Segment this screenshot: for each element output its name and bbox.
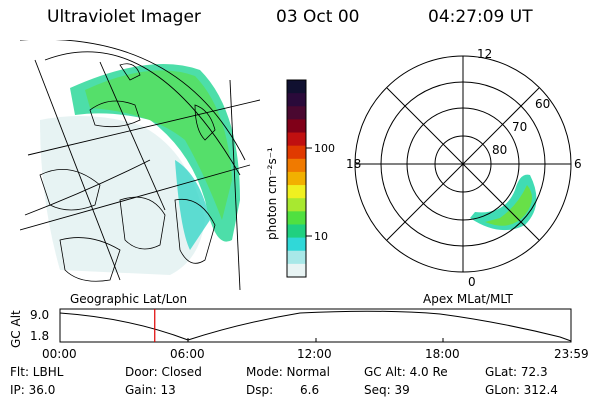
door-status: Door: Closed xyxy=(125,365,202,379)
colorbar-segment xyxy=(287,119,306,134)
gc-alt-status: GC Alt: 4.0 Re xyxy=(364,365,448,379)
colorbar-tick-10: 10 xyxy=(314,230,328,243)
polar-panel-label: Apex MLat/MLT xyxy=(423,292,513,306)
mlat-label-70: 70 xyxy=(512,120,527,134)
altitude-curve xyxy=(59,310,572,342)
geo-panel-label: Geographic Lat/Lon xyxy=(70,292,187,306)
colorbar-segment xyxy=(287,171,306,186)
colorbar xyxy=(286,79,307,278)
time-label: 04:27:09 UT xyxy=(428,7,533,27)
gain-status: Gain: 13 xyxy=(125,383,176,397)
colorbar-frame xyxy=(286,79,307,278)
colorbar-segment xyxy=(287,106,306,120)
altitude-ytick-min: 1.8 xyxy=(30,329,50,343)
mlt-label-18: 18 xyxy=(346,157,361,171)
colorbar-segment xyxy=(287,145,306,160)
instrument-title: Ultraviolet Imager xyxy=(47,7,201,27)
altitude-xtick-1: 06:00 xyxy=(170,347,205,361)
date-label: 03 Oct 00 xyxy=(276,7,360,27)
altitude-ytick-max: 9.0 xyxy=(30,308,50,322)
mlat-label-60: 60 xyxy=(535,97,550,111)
glat-status: GLat: 72.3 xyxy=(485,365,548,379)
colorbar-segment xyxy=(287,250,306,265)
altitude-xtick-2: 12:00 xyxy=(297,347,332,361)
filter-status: Flt: LBHL xyxy=(10,365,64,379)
colorbar-segment xyxy=(287,132,306,147)
colorbar-tick-100: 100 xyxy=(314,142,335,155)
polar-plot: 12 18 6 0 60 70 80 xyxy=(346,47,582,289)
colorbar-segment xyxy=(287,198,306,212)
seq-status: Seq: 39 xyxy=(364,383,410,397)
ip-status: IP: 36.0 xyxy=(10,383,56,397)
colorbar-segment xyxy=(287,80,306,94)
geographic-image xyxy=(20,40,260,290)
colorbar-segment xyxy=(287,237,306,252)
glon-status: GLon: 312.4 xyxy=(485,383,558,397)
mode-status: Mode: Normal xyxy=(246,365,330,379)
mlt-label-12: 12 xyxy=(477,47,492,61)
dsp-label: Dsp: xyxy=(246,383,274,397)
colorbar-segment xyxy=(287,185,306,199)
mlat-label-80: 80 xyxy=(492,143,507,157)
mlt-label-0: 0 xyxy=(468,275,476,289)
dsp-value: 6.6 xyxy=(300,383,320,397)
colorbar-segment xyxy=(287,158,306,173)
altitude-plot xyxy=(59,308,572,343)
colorbar-segment xyxy=(287,93,306,107)
colorbar-segment xyxy=(287,263,306,278)
mlt-label-6: 6 xyxy=(574,157,582,171)
colorbar-segment xyxy=(287,211,306,225)
altitude-ylabel: GC Alt xyxy=(9,310,23,348)
altitude-xtick-3: 18:00 xyxy=(425,347,460,361)
colorbar-unit-label: photon cm⁻²s⁻¹ xyxy=(265,147,279,240)
altitude-xtick-0: 00:00 xyxy=(42,347,77,361)
altitude-xtick-4: 23:59 xyxy=(554,347,589,361)
colorbar-segment xyxy=(287,224,306,239)
